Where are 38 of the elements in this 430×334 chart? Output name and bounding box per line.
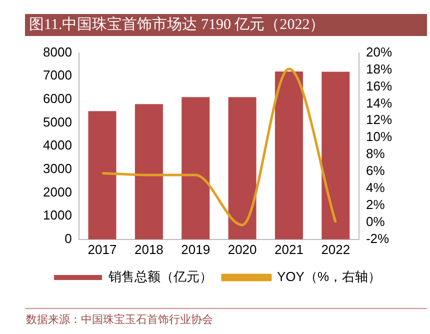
y2-tick-label: 18% <box>366 61 392 76</box>
y2-tick-label: 2% <box>366 197 386 212</box>
y-tick-label: 4000 <box>43 138 72 153</box>
y-tick-label: 5000 <box>43 114 72 130</box>
y-tick-label: 2000 <box>43 184 72 200</box>
bar <box>134 104 163 240</box>
y2-tick-label: 8% <box>366 146 386 162</box>
bar <box>228 97 256 240</box>
line-series <box>101 68 337 226</box>
y2-tick-label: 6% <box>366 163 386 178</box>
bar <box>182 97 210 240</box>
y2-tick-label: 10% <box>366 129 392 144</box>
y-tick-label: 8000 <box>43 44 72 60</box>
chart-title: 图11.中国珠宝首饰市场达 7190 亿元（2022） <box>25 14 427 36</box>
y2-tick-label: 4% <box>366 180 386 196</box>
y2-tick-label: 0% <box>366 214 386 230</box>
y2-tick-label: 16% <box>366 78 392 94</box>
y-tick-label: 1000 <box>43 208 72 223</box>
x-tick-label: 2021 <box>274 242 304 257</box>
legend-label: YOY（%，右轴） <box>276 269 382 284</box>
y-tick-label: 0 <box>64 230 72 246</box>
x-tick-label: 2020 <box>228 242 257 257</box>
y2-tick-label: 12% <box>366 112 392 128</box>
bar <box>274 71 303 240</box>
x-tick-label: 2018 <box>134 242 164 257</box>
y2-tick-label: -2% <box>366 230 390 246</box>
y2-tick-label: 14% <box>366 95 392 110</box>
legend-label: 销售总额（亿元） <box>107 269 212 284</box>
y2-tick-label: 20% <box>366 44 392 60</box>
x-tick-label: 2019 <box>181 242 210 257</box>
bar <box>88 111 116 240</box>
x-tick-label: 2022 <box>321 242 350 257</box>
bar <box>322 72 350 240</box>
source-note: 数据来源：中国珠宝玉石首饰行业协会 <box>26 312 213 327</box>
y-tick-label: 7000 <box>43 68 72 83</box>
y-tick-label: 3000 <box>43 161 72 176</box>
x-tick-label: 2017 <box>88 242 117 257</box>
y-tick-label: 6000 <box>43 91 72 106</box>
